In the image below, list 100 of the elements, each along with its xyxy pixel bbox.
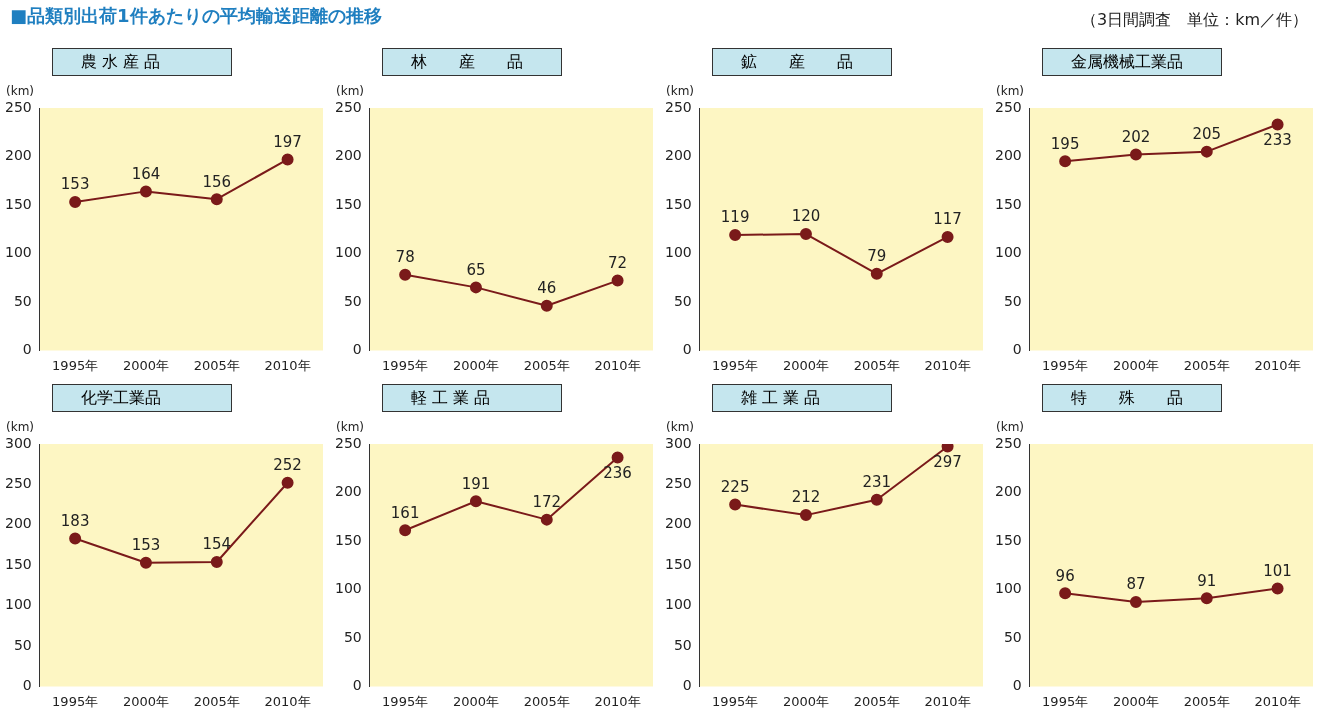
data-label: 46 [537, 279, 557, 298]
point [799, 509, 812, 522]
data-label: 236 [603, 463, 632, 482]
data-label: 297 [933, 452, 962, 471]
data-label: 91 [1197, 571, 1217, 590]
y-tick-label: 0 [352, 677, 362, 694]
point [210, 555, 223, 568]
y-tick-label: 250 [664, 475, 692, 492]
y-tick-label: 300 [664, 434, 692, 451]
y-tick-label: 300 [4, 434, 32, 451]
data-label: 161 [390, 503, 420, 522]
x-tick-label: 2000年 [452, 357, 499, 373]
y-tick-label: 100 [4, 244, 32, 261]
x-tick-label: 2000年 [782, 357, 829, 373]
point [1200, 145, 1213, 158]
x-tick-label: 2010年 [264, 357, 311, 373]
chart-title: 林 産 品 [382, 48, 562, 76]
y-tick-label: 200 [334, 147, 362, 164]
data-label: 153 [60, 175, 90, 194]
x-tick-label: 1995年 [382, 357, 429, 373]
x-tick-label: 2010年 [924, 693, 971, 709]
data-label: 252 [273, 456, 302, 475]
y-axis-title: (km) [666, 84, 695, 98]
point [729, 498, 742, 511]
data-label: 65 [466, 260, 486, 279]
data-label: 96 [1055, 566, 1075, 585]
data-label: 172 [532, 493, 562, 512]
y-axis-title: (km) [6, 420, 35, 434]
point [1129, 148, 1142, 161]
point [139, 185, 152, 198]
y-tick-label: 150 [4, 555, 32, 572]
x-tick-label: 2005年 [1183, 357, 1230, 373]
data-label: 197 [273, 132, 302, 151]
x-tick-label: 1995年 [712, 693, 759, 709]
data-label: 117 [933, 210, 962, 229]
x-tick-label: 2000年 [782, 693, 829, 709]
x-tick-label: 2000年 [1112, 693, 1159, 709]
data-label: 87 [1126, 575, 1146, 594]
x-tick-label: 2010年 [594, 357, 641, 373]
y-tick-label: 100 [4, 596, 32, 613]
y-tick-label: 150 [664, 555, 692, 572]
point [69, 196, 82, 209]
chart-title: 特 殊 品 [1042, 384, 1222, 412]
point [1200, 592, 1213, 605]
y-tick-label: 50 [343, 292, 362, 309]
point [399, 268, 412, 281]
data-label: 120 [791, 207, 821, 226]
y-tick-label: 100 [664, 596, 692, 613]
chart-title: 金属機械工業品 [1042, 48, 1222, 76]
y-tick-label: 250 [334, 98, 362, 115]
chart-title: 農 水 産 品 [52, 48, 232, 76]
y-tick-label: 150 [994, 195, 1022, 212]
x-tick-label: 2005年 [853, 693, 900, 709]
data-label: 153 [131, 536, 161, 555]
y-tick-label: 100 [994, 244, 1022, 261]
x-tick-label: 1995年 [382, 693, 429, 709]
data-label: 78 [395, 248, 415, 267]
y-tick-label: 150 [664, 195, 692, 212]
y-axis-title: (km) [6, 84, 35, 98]
y-tick-label: 200 [664, 515, 692, 532]
y-tick-label: 0 [1012, 677, 1022, 694]
point [469, 281, 482, 294]
y-tick-label: 250 [664, 98, 692, 115]
x-tick-label: 2005年 [193, 357, 240, 373]
point [540, 513, 553, 526]
point [729, 229, 742, 242]
point [611, 274, 624, 287]
chart-title: 雑 工 業 品 [712, 384, 892, 412]
y-tick-label: 100 [664, 244, 692, 261]
x-tick-label: 2010年 [264, 693, 311, 709]
y-tick-label: 250 [334, 434, 362, 451]
x-tick-label: 2005年 [1183, 693, 1230, 709]
data-label: 79 [867, 247, 887, 266]
point [1129, 596, 1142, 609]
x-tick-label: 1995年 [52, 357, 99, 373]
y-tick-label: 200 [4, 147, 32, 164]
y-tick-label: 150 [994, 531, 1022, 548]
data-label: 195 [1050, 134, 1080, 153]
point [69, 532, 82, 545]
y-tick-label: 50 [673, 636, 692, 653]
y-axis-title: (km) [336, 420, 365, 434]
y-axis-title: (km) [996, 420, 1025, 434]
y-tick-label: 50 [13, 292, 32, 309]
point [1059, 587, 1072, 600]
y-tick-label: 250 [4, 475, 32, 492]
data-label: 164 [131, 164, 161, 183]
point [399, 524, 412, 537]
point [1059, 155, 1072, 168]
x-tick-label: 2000年 [122, 693, 169, 709]
point [1271, 582, 1284, 595]
y-tick-label: 50 [1003, 628, 1022, 645]
y-tick-label: 200 [664, 147, 692, 164]
point [941, 230, 954, 243]
x-tick-label: 2005年 [523, 693, 570, 709]
y-tick-label: 0 [682, 341, 692, 358]
x-tick-label: 2000年 [122, 357, 169, 373]
y-tick-label: 100 [994, 580, 1022, 597]
x-tick-label: 2000年 [452, 693, 499, 709]
data-label: 205 [1192, 125, 1222, 144]
point [281, 153, 294, 166]
